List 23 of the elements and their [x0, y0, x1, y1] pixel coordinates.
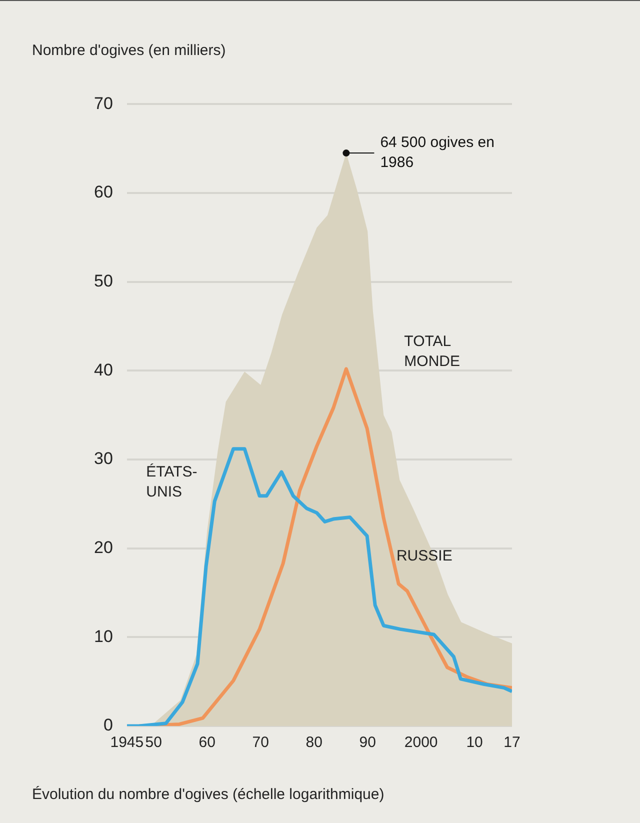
series-label: ÉTATS-UNIS — [146, 462, 198, 500]
text: Évolution du nombre d'ogives (échelle logarithmique) — [32, 786, 384, 803]
series-label: TOTAL MONDE — [404, 332, 460, 370]
x-tick-label: 60 — [198, 734, 216, 752]
y-tick-label: 60 — [94, 182, 113, 202]
y-tick-label: 40 — [94, 360, 113, 380]
y-tick-label: 20 — [94, 538, 113, 558]
x-tick-label: 2000 — [404, 734, 438, 752]
series-label: RUSSIE — [396, 547, 452, 564]
x-tick-label: 90 — [359, 734, 376, 752]
y-tick-label: 30 — [94, 449, 113, 468]
y-tick-label: 70 — [94, 94, 113, 113]
x-tick-label: 80 — [306, 734, 322, 752]
y-tick-label: 0 — [103, 716, 113, 735]
x-tick-label: 17 — [504, 734, 520, 752]
x-tick-label: 10 — [466, 734, 483, 752]
x-tick-label: 50 — [145, 734, 162, 752]
y-tick-label: 10 — [94, 626, 113, 646]
x-tick-label: 70 — [252, 734, 269, 752]
y-tick-label: 50 — [94, 272, 113, 291]
annotation: 64 500 ogives en 1986 — [380, 134, 494, 172]
x-tick-label: 1945 — [110, 734, 144, 752]
y-axis-title: Nombre d'ogives (en milliers) — [32, 42, 226, 59]
